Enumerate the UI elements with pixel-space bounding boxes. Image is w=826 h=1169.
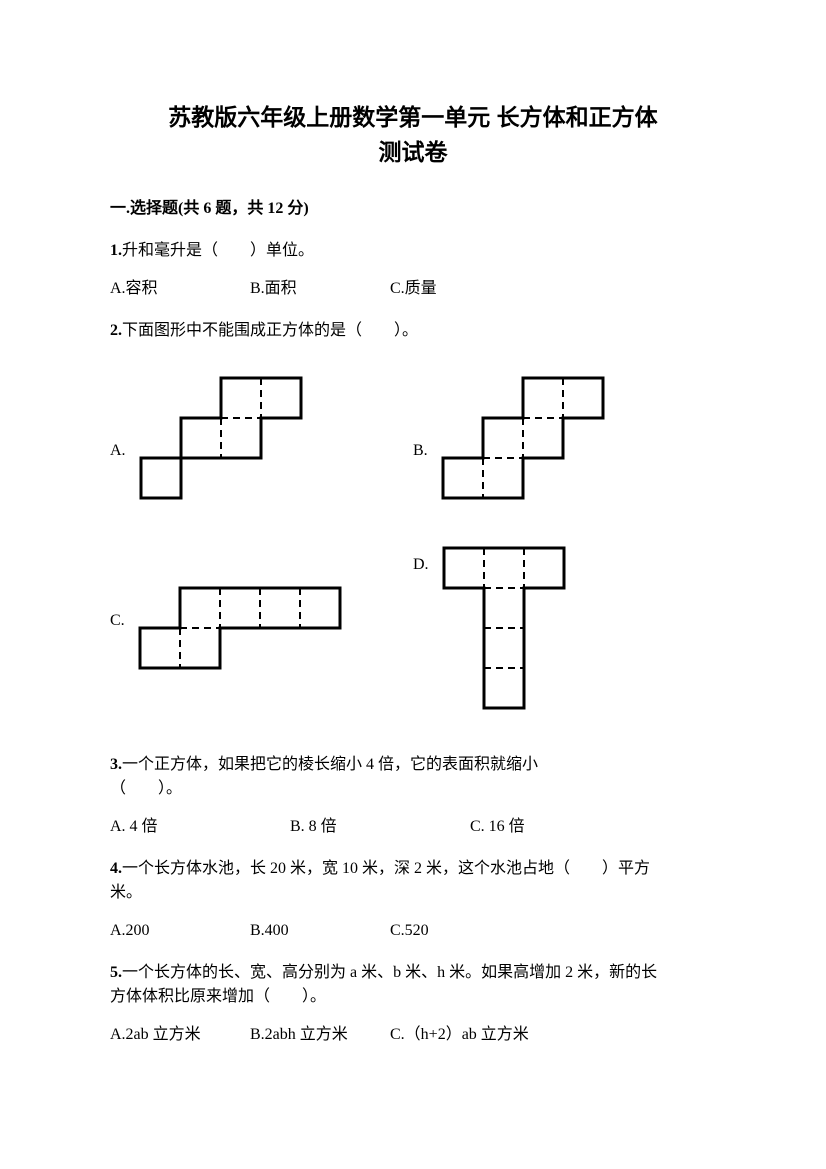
fig-label-a: A. [110, 439, 126, 463]
question-5: 5.一个长方体的长、宽、高分别为 a 米、b 米、h 米。如果高增加 2 米，新… [110, 961, 716, 1009]
q4-num: 4. [110, 860, 122, 877]
q2-num: 2. [110, 322, 122, 339]
figure-d-icon [439, 543, 579, 713]
figure-row-1: A. B. [110, 373, 716, 503]
q3-text1: 一个正方体，如果把它的棱长缩小 4 倍，它的表面积就缩小 [122, 756, 538, 773]
title-line1: 苏教版六年级上册数学第一单元 长方体和正方体 [168, 104, 657, 130]
figure-b-cell: B. [413, 373, 716, 503]
figure-a-icon [136, 373, 326, 503]
q5-num: 5. [110, 964, 122, 981]
q1-num: 1. [110, 242, 122, 259]
q1-opt-a: A.容积 [110, 277, 250, 301]
q5-text1: 一个长方体的长、宽、高分别为 a 米、b 米、h 米。如果高增加 2 米，新的长 [122, 964, 657, 981]
q4-opt-c: C.520 [390, 919, 530, 943]
q5-text2: 方体体积比原来增加（ ）。 [110, 988, 326, 1005]
question-4: 4.一个长方体水池，长 20 米，宽 10 米，深 2 米，这个水池占地（ ）平… [110, 857, 716, 905]
q1-text: 升和毫升是（ ）单位。 [122, 242, 314, 259]
q5-opt-b: B.2abh 立方米 [250, 1023, 390, 1047]
fig-label-d: D. [413, 553, 429, 577]
q3-options: A. 4 倍 B. 8 倍 C. 16 倍 [110, 815, 716, 839]
question-1: 1.升和毫升是（ ）单位。 [110, 239, 716, 263]
q3-num: 3. [110, 756, 122, 773]
question-2: 2.下面图形中不能围成正方体的是（ ）。 [110, 319, 716, 343]
figure-row-2: C. D. [110, 543, 716, 713]
q4-opt-a: A.200 [110, 919, 250, 943]
page-title: 苏教版六年级上册数学第一单元 长方体和正方体 测试卷 [110, 100, 716, 169]
q2-text: 下面图形中不能围成正方体的是（ ）。 [122, 322, 418, 339]
fig-label-b: B. [413, 439, 428, 463]
q3-text2: （ ）。 [110, 780, 182, 797]
section-header: 一.选择题(共 6 题，共 12 分) [110, 197, 716, 221]
q1-options: A.容积 B.面积 C.质量 [110, 277, 716, 301]
question-3: 3.一个正方体，如果把它的棱长缩小 4 倍，它的表面积就缩小 （ ）。 [110, 753, 716, 801]
q3-opt-b: B. 8 倍 [290, 815, 470, 839]
figure-a-cell: A. [110, 373, 413, 503]
title-line2: 测试卷 [110, 135, 716, 170]
figure-d-cell: D. [413, 543, 716, 713]
q5-opt-c: C.（h+2）ab 立方米 [390, 1023, 590, 1047]
q4-options: A.200 B.400 C.520 [110, 919, 716, 943]
figure-c-cell: C. [110, 583, 413, 673]
q4-opt-b: B.400 [250, 919, 390, 943]
q1-opt-b: B.面积 [250, 277, 390, 301]
q3-opt-c: C. 16 倍 [470, 815, 650, 839]
figure-c-icon [135, 583, 355, 673]
figure-b-icon [438, 373, 628, 503]
fig-label-c: C. [110, 609, 125, 633]
q5-options: A.2ab 立方米 B.2abh 立方米 C.（h+2）ab 立方米 [110, 1023, 716, 1047]
q5-opt-a: A.2ab 立方米 [110, 1023, 250, 1047]
q1-opt-c: C.质量 [390, 277, 530, 301]
q4-text2: 米。 [110, 884, 142, 901]
q3-opt-a: A. 4 倍 [110, 815, 290, 839]
q4-text1: 一个长方体水池，长 20 米，宽 10 米，深 2 米，这个水池占地（ ）平方 [122, 860, 650, 877]
